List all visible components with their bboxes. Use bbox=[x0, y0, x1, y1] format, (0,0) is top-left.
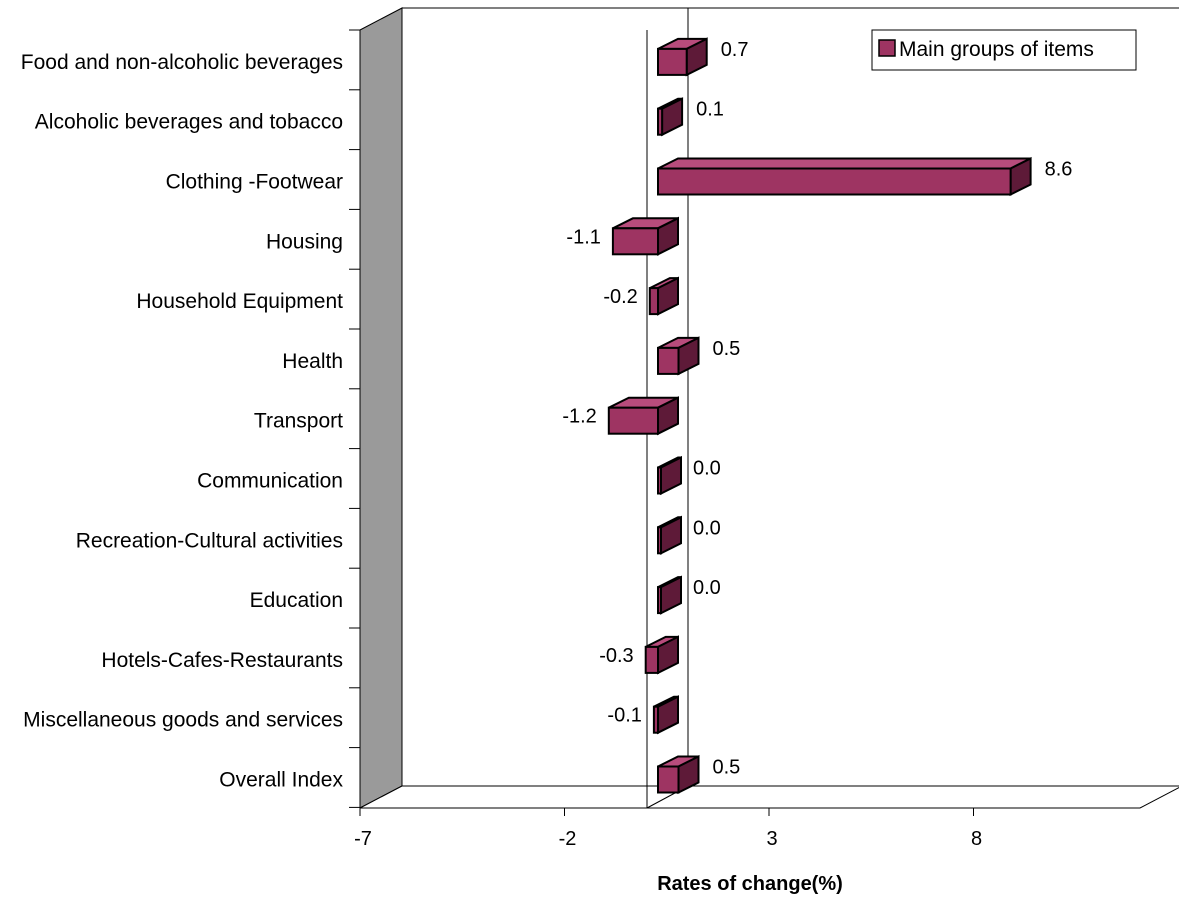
legend: Main groups of items bbox=[871, 29, 1137, 71]
bar bbox=[607, 396, 679, 436]
bar-top bbox=[657, 157, 1032, 170]
legend-swatch bbox=[878, 39, 896, 57]
bar-front bbox=[657, 107, 664, 136]
category-label: Education bbox=[250, 589, 343, 612]
bar bbox=[648, 276, 679, 316]
bar-front bbox=[648, 287, 659, 316]
bar bbox=[644, 635, 679, 675]
bar-front bbox=[644, 645, 660, 674]
legend-series-name: Main groups of items bbox=[899, 38, 1094, 61]
bar-front bbox=[657, 167, 1012, 196]
category-label: Alcoholic beverages and tobacco bbox=[35, 111, 343, 134]
category-label: Recreation-Cultural activities bbox=[76, 529, 343, 552]
category-label: Food and non-alcoholic beverages bbox=[21, 51, 343, 74]
bar bbox=[657, 455, 682, 496]
data-label: 0.5 bbox=[713, 338, 741, 360]
bar bbox=[657, 97, 684, 137]
data-label: 0.7 bbox=[721, 39, 749, 61]
x-axis-tick-labels: -7 -2 3 8 bbox=[354, 828, 982, 850]
data-label: 0.0 bbox=[693, 577, 721, 599]
x-axis-title: Rates of change(%) bbox=[657, 873, 843, 895]
data-label: -1.1 bbox=[566, 226, 600, 248]
chart-floor bbox=[359, 785, 1179, 809]
category-labels: Food and non-alcoholic beverages Alcoholi… bbox=[21, 51, 344, 792]
data-label: 8.6 bbox=[1045, 159, 1073, 181]
x-tick-label: -7 bbox=[354, 828, 372, 850]
data-label: 0.5 bbox=[713, 757, 741, 779]
bar bbox=[657, 336, 700, 376]
category-label: Transport bbox=[254, 410, 343, 433]
bar-front bbox=[657, 346, 680, 375]
data-labels: 0.7 0.1 8.6 -1.1 -0.2 0.5 -1.2 0.0 0.0 0.0 -0.3 -0.… bbox=[562, 39, 1072, 779]
chart-left-wall bbox=[359, 7, 403, 809]
bar bbox=[657, 575, 682, 615]
bar bbox=[657, 754, 700, 795]
bar-front bbox=[657, 466, 662, 495]
bar bbox=[611, 216, 679, 256]
bar-front bbox=[657, 765, 680, 794]
bar bbox=[657, 156, 1032, 197]
bar bbox=[652, 695, 679, 735]
data-label: -0.2 bbox=[603, 286, 637, 308]
category-label: Clothing -Footwear bbox=[166, 171, 343, 194]
category-label: Hotels-Cafes-Restaurants bbox=[101, 649, 343, 672]
bars bbox=[607, 37, 1032, 795]
bar-front bbox=[657, 586, 662, 615]
category-label: Health bbox=[282, 350, 343, 373]
x-tick-label: -2 bbox=[559, 828, 577, 850]
bar-front bbox=[657, 526, 662, 555]
bar bbox=[657, 37, 708, 77]
chart-back-wall bbox=[401, 7, 1179, 787]
data-label: 0.1 bbox=[696, 99, 724, 121]
data-label: -0.3 bbox=[599, 645, 633, 667]
data-label: 0.0 bbox=[693, 458, 721, 480]
bar-front bbox=[657, 47, 688, 76]
legend-box bbox=[871, 29, 1137, 71]
x-tick-label: 3 bbox=[766, 828, 777, 850]
bar-front bbox=[611, 227, 660, 256]
bar-front bbox=[607, 406, 659, 435]
data-label: -1.2 bbox=[562, 406, 596, 428]
category-label: Housing bbox=[266, 230, 343, 253]
x-tick-label: 8 bbox=[971, 828, 982, 850]
category-label: Miscellaneous goods and services bbox=[23, 709, 343, 732]
bar-front bbox=[652, 705, 660, 734]
category-label: Household Equipment bbox=[136, 290, 343, 313]
category-ticks bbox=[349, 29, 360, 808]
x-axis-ticks bbox=[359, 808, 974, 816]
category-label: Overall Index bbox=[219, 769, 343, 792]
category-label: Communication bbox=[197, 470, 343, 493]
data-label: 0.0 bbox=[693, 517, 721, 539]
data-label: -0.1 bbox=[607, 705, 641, 727]
bar bbox=[657, 515, 682, 555]
